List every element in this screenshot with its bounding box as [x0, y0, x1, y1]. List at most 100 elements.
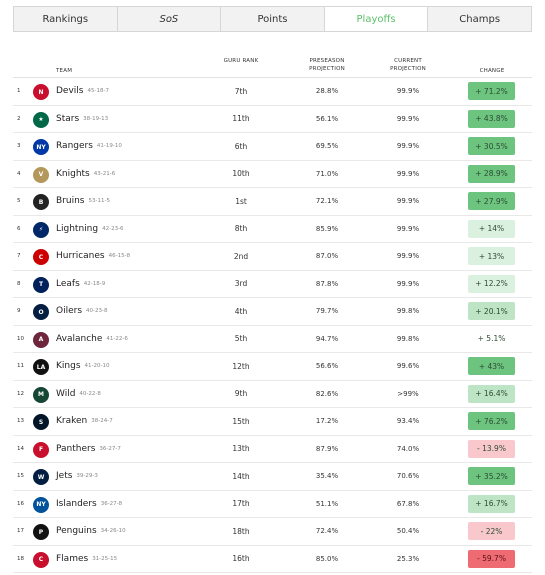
- team-name[interactable]: Kraken: [56, 416, 88, 427]
- team-cell[interactable]: Kings 41-20-10: [56, 353, 109, 380]
- table-row[interactable]: 4 V Knights 43-21-6 10th 71.0% 99.9% + 28.9%: [13, 161, 532, 188]
- team-name[interactable]: Panthers: [56, 443, 96, 454]
- team-cell[interactable]: Islanders 36-27-8: [56, 491, 122, 518]
- team-name[interactable]: Stars: [56, 113, 80, 124]
- table-row[interactable]: 8 T Leafs 42-18-9 3rd 87.8% 99.9% + 12.2%: [13, 271, 532, 298]
- table-row[interactable]: 10 A Avalanche 41-22-6 5th 94.7% 99.8% + 5.1%: [13, 326, 532, 353]
- table-row[interactable]: 5 B Bruins 53-11-5 1st 72.1% 99.9% + 27.9%: [13, 188, 532, 216]
- table-row[interactable]: 1 N Devils 45-18-7 7th 28.8% 99.9% + 71.2%: [13, 78, 532, 106]
- guru-rank: 12th: [232, 361, 250, 371]
- team-cell[interactable]: Bruins 53-11-5: [56, 188, 110, 215]
- current-projection: 99.9%: [396, 279, 420, 288]
- team-cell[interactable]: Hurricanes 46-15-8: [56, 243, 130, 270]
- table-row[interactable]: 9 O Oilers 40-23-8 4th 79.7% 99.8% + 20.1%: [13, 298, 532, 326]
- team-record: 39-29-3: [76, 473, 98, 480]
- preseason-projection: 56.6%: [315, 362, 339, 371]
- team-name[interactable]: Hurricanes: [56, 251, 105, 262]
- team-cell[interactable]: Stars 38-19-13: [56, 106, 108, 133]
- table-row[interactable]: 6 ⚡ Lightning 42-23-6 8th 85.9% 99.9% + 14%: [13, 216, 532, 243]
- team-name[interactable]: Lightning: [56, 223, 99, 234]
- avalanche-logo-icon: A: [33, 331, 49, 348]
- team-cell[interactable]: Avalanche 41-22-6: [56, 326, 128, 353]
- row-rank: 4: [17, 170, 21, 177]
- team-record: 41-20-10: [84, 363, 110, 370]
- table-row[interactable]: 16 NY Islanders 36-27-8 17th 51.1% 67.8% + 16.7…: [13, 491, 532, 518]
- row-rank: 2: [17, 115, 21, 122]
- team-name[interactable]: Devils: [56, 86, 84, 97]
- team-name[interactable]: Penguins: [56, 526, 97, 537]
- team-record: 40-23-8: [86, 308, 108, 315]
- guru-rank: 8th: [234, 224, 248, 234]
- team-cell[interactable]: Lightning 42-23-6: [56, 216, 124, 243]
- change-badge: + 28.9%: [468, 164, 515, 183]
- tab-champs[interactable]: Champs: [428, 7, 531, 31]
- team-cell[interactable]: Devils 45-18-7: [56, 78, 109, 105]
- tab-points[interactable]: Points: [221, 7, 325, 31]
- team-cell[interactable]: Penguins 34-26-10: [56, 518, 126, 545]
- table-row[interactable]: 18 C Flames 31-25-15 16th 85.0% 25.3% - 59.7%: [13, 546, 532, 573]
- table-row[interactable]: 14 F Panthers 36-27-7 13th 87.9% 74.0% - 13.9%: [13, 436, 532, 463]
- current-projection: 25.3%: [396, 554, 420, 563]
- kraken-logo-icon: S: [33, 414, 49, 430]
- bruins-logo-icon: B: [33, 194, 49, 210]
- row-rank: 16: [17, 500, 24, 507]
- team-name[interactable]: Bruins: [56, 196, 85, 207]
- table-row[interactable]: 7 C Hurricanes 46-15-8 2nd 87.0% 99.9% + 13%: [13, 243, 532, 271]
- team-name[interactable]: Rangers: [56, 141, 93, 152]
- col-current-projection-header[interactable]: CURRENT PROJECTION: [390, 58, 426, 72]
- change-badge: + 12.2%: [468, 274, 515, 293]
- tab-playoffs[interactable]: Playoffs: [324, 7, 429, 31]
- current-projection: 99.9%: [396, 142, 420, 151]
- tab-sos[interactable]: SoS: [117, 7, 222, 31]
- tab-rankings[interactable]: Rankings: [14, 7, 118, 31]
- col-team-header[interactable]: TEAM: [56, 68, 73, 74]
- change-badge: + 35.2%: [468, 467, 515, 485]
- team-name[interactable]: Jets: [56, 471, 73, 482]
- team-cell[interactable]: Wild 40-22-8: [56, 381, 101, 408]
- current-projection: 70.6%: [396, 472, 420, 481]
- col-change-header[interactable]: CHANGE: [479, 68, 505, 74]
- team-record: 46-15-8: [108, 253, 131, 260]
- team-name[interactable]: Oilers: [56, 306, 83, 317]
- team-cell[interactable]: Rangers 41-19-10: [56, 133, 122, 160]
- team-cell[interactable]: Leafs 42-18-9: [56, 271, 105, 298]
- table-row[interactable]: 17 P Penguins 34-26-10 18th 72.4% 50.4% - 22%: [13, 518, 532, 546]
- table-row[interactable]: 15 W Jets 39-29-3 14th 35.4% 70.6% + 35.2%: [13, 463, 532, 491]
- guru-rank: 6th: [234, 141, 248, 151]
- team-name[interactable]: Avalanche: [56, 333, 103, 344]
- team-name[interactable]: Flames: [56, 553, 89, 564]
- team-cell[interactable]: Panthers 36-27-7: [56, 436, 121, 463]
- table-row[interactable]: 13 S Kraken 38-24-7 15th 17.2% 93.4% + 76.2%: [13, 408, 532, 436]
- col-guru-rank-header[interactable]: GURU RANK: [223, 58, 259, 64]
- team-name[interactable]: Kings: [56, 361, 81, 372]
- col-preseason-projection-header[interactable]: PRESEASON PROJECTION: [309, 58, 345, 72]
- team-name[interactable]: Leafs: [56, 278, 80, 289]
- team-cell[interactable]: Flames 31-25-15: [56, 546, 117, 573]
- table-row[interactable]: 3 NY Rangers 41-19-10 6th 69.5% 99.9% + 30.5%: [13, 133, 532, 161]
- team-name[interactable]: Knights: [56, 168, 90, 179]
- current-projection: 99.9%: [396, 114, 420, 123]
- team-record: 41-19-10: [96, 143, 122, 150]
- table-row[interactable]: 11 LA Kings 41-20-10 12th 56.6% 99.6% + 43%: [13, 353, 532, 381]
- table-row[interactable]: 2 ★ Stars 38-19-13 11th 56.1% 99.9% + 43.8%: [13, 106, 532, 133]
- current-projection: 99.9%: [396, 224, 420, 233]
- row-rank: 9: [17, 308, 21, 315]
- change-badge: + 76.2%: [468, 412, 515, 430]
- preseason-projection: 71.0%: [315, 169, 339, 178]
- team-cell[interactable]: Oilers 40-23-8: [56, 298, 107, 325]
- team-name[interactable]: Wild: [56, 388, 76, 399]
- guru-rank: 11th: [232, 114, 250, 124]
- table-row[interactable]: 12 M Wild 40-22-8 9th 82.6% >99% + 16.4%: [13, 381, 532, 408]
- flames-logo-icon: C: [33, 551, 49, 568]
- row-rank: 6: [17, 225, 21, 232]
- team-cell[interactable]: Jets 39-29-3: [56, 463, 98, 490]
- panthers-logo-icon: F: [33, 441, 49, 458]
- row-rank: 17: [17, 528, 24, 535]
- team-cell[interactable]: Kraken 38-24-7: [56, 408, 113, 435]
- guru-rank: 7th: [234, 86, 248, 96]
- team-cell[interactable]: Knights 43-21-6: [56, 161, 115, 188]
- preseason-projection: 28.8%: [315, 87, 339, 96]
- current-projection: 50.4%: [396, 527, 420, 536]
- change-badge: - 59.7%: [468, 549, 515, 568]
- team-name[interactable]: Islanders: [56, 498, 97, 509]
